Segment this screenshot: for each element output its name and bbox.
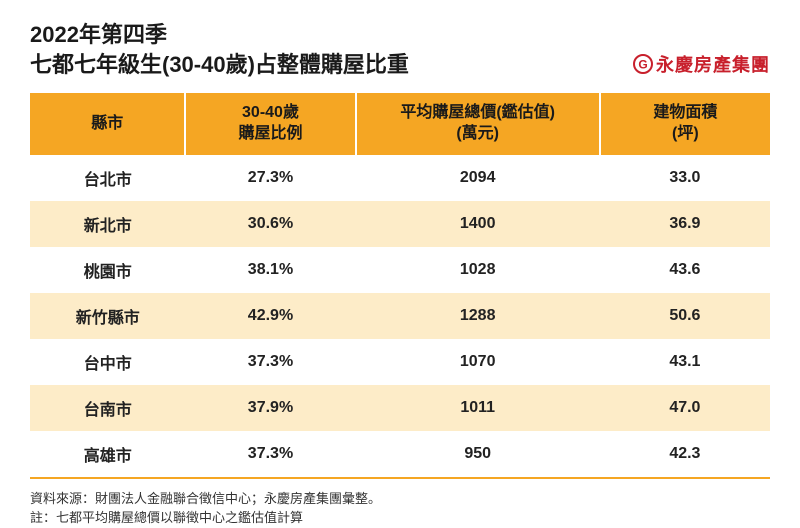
- table-cell: 台中市: [30, 339, 185, 385]
- table-row: 高雄市37.3%95042.3: [30, 431, 770, 478]
- table-cell: 43.1: [600, 339, 770, 385]
- title-block: 2022年第四季 七都七年級生(30-40歲)占整體購屋比重: [30, 20, 409, 79]
- table-cell: 950: [356, 431, 600, 478]
- table-cell: 42.3: [600, 431, 770, 478]
- table-cell: 38.1%: [185, 247, 355, 293]
- table-cell: 高雄市: [30, 431, 185, 478]
- table-header-row: 縣市 30-40歲購屋比例 平均購屋總價(鑑估值)(萬元) 建物面積(坪): [30, 93, 770, 155]
- table-cell: 1011: [356, 385, 600, 431]
- table-cell: 27.3%: [185, 155, 355, 201]
- table-cell: 1288: [356, 293, 600, 339]
- table-cell: 台南市: [30, 385, 185, 431]
- table-cell: 47.0: [600, 385, 770, 431]
- footnote-line-1: 資料來源：財團法人金融聯合徵信中心；永慶房產集團彙整。: [30, 489, 770, 509]
- th-ratio: 30-40歲購屋比例: [185, 93, 355, 155]
- footnote: 資料來源：財團法人金融聯合徵信中心；永慶房產集團彙整。 註：七都平均購屋總價以聯…: [30, 489, 770, 528]
- table-cell: 42.9%: [185, 293, 355, 339]
- table-cell: 43.6: [600, 247, 770, 293]
- title-line-1: 2022年第四季: [30, 20, 409, 50]
- title-line-2: 七都七年級生(30-40歲)占整體購屋比重: [30, 50, 409, 80]
- table-cell: 33.0: [600, 155, 770, 201]
- table-body: 台北市27.3%209433.0新北市30.6%140036.9桃園市38.1%…: [30, 155, 770, 478]
- table-cell: 30.6%: [185, 201, 355, 247]
- table-cell: 桃園市: [30, 247, 185, 293]
- header-row: 2022年第四季 七都七年級生(30-40歲)占整體購屋比重 G 永慶房產集團: [30, 20, 770, 79]
- table-cell: 36.9: [600, 201, 770, 247]
- logo-text: 永慶房產集團: [656, 51, 770, 77]
- table-cell: 新竹縣市: [30, 293, 185, 339]
- table-cell: 1400: [356, 201, 600, 247]
- table-row: 新北市30.6%140036.9: [30, 201, 770, 247]
- logo-icon: G: [632, 53, 654, 75]
- table-cell: 1070: [356, 339, 600, 385]
- table-cell: 50.6: [600, 293, 770, 339]
- th-area: 建物面積(坪): [600, 93, 770, 155]
- footnote-line-2: 註：七都平均購屋總價以聯徵中心之鑑估值計算: [30, 508, 770, 528]
- svg-text:G: G: [638, 58, 647, 72]
- table-row: 台中市37.3%107043.1: [30, 339, 770, 385]
- table-cell: 2094: [356, 155, 600, 201]
- table-cell: 台北市: [30, 155, 185, 201]
- table-cell: 37.9%: [185, 385, 355, 431]
- table-cell: 37.3%: [185, 339, 355, 385]
- table-row: 新竹縣市42.9%128850.6: [30, 293, 770, 339]
- table-cell: 新北市: [30, 201, 185, 247]
- table-row: 台北市27.3%209433.0: [30, 155, 770, 201]
- table-row: 桃園市38.1%102843.6: [30, 247, 770, 293]
- table-cell: 1028: [356, 247, 600, 293]
- table-row: 台南市37.9%101147.0: [30, 385, 770, 431]
- data-table: 縣市 30-40歲購屋比例 平均購屋總價(鑑估值)(萬元) 建物面積(坪) 台北…: [30, 93, 770, 479]
- brand-logo: G 永慶房產集團: [632, 51, 770, 77]
- th-city: 縣市: [30, 93, 185, 155]
- th-price: 平均購屋總價(鑑估值)(萬元): [356, 93, 600, 155]
- table-cell: 37.3%: [185, 431, 355, 478]
